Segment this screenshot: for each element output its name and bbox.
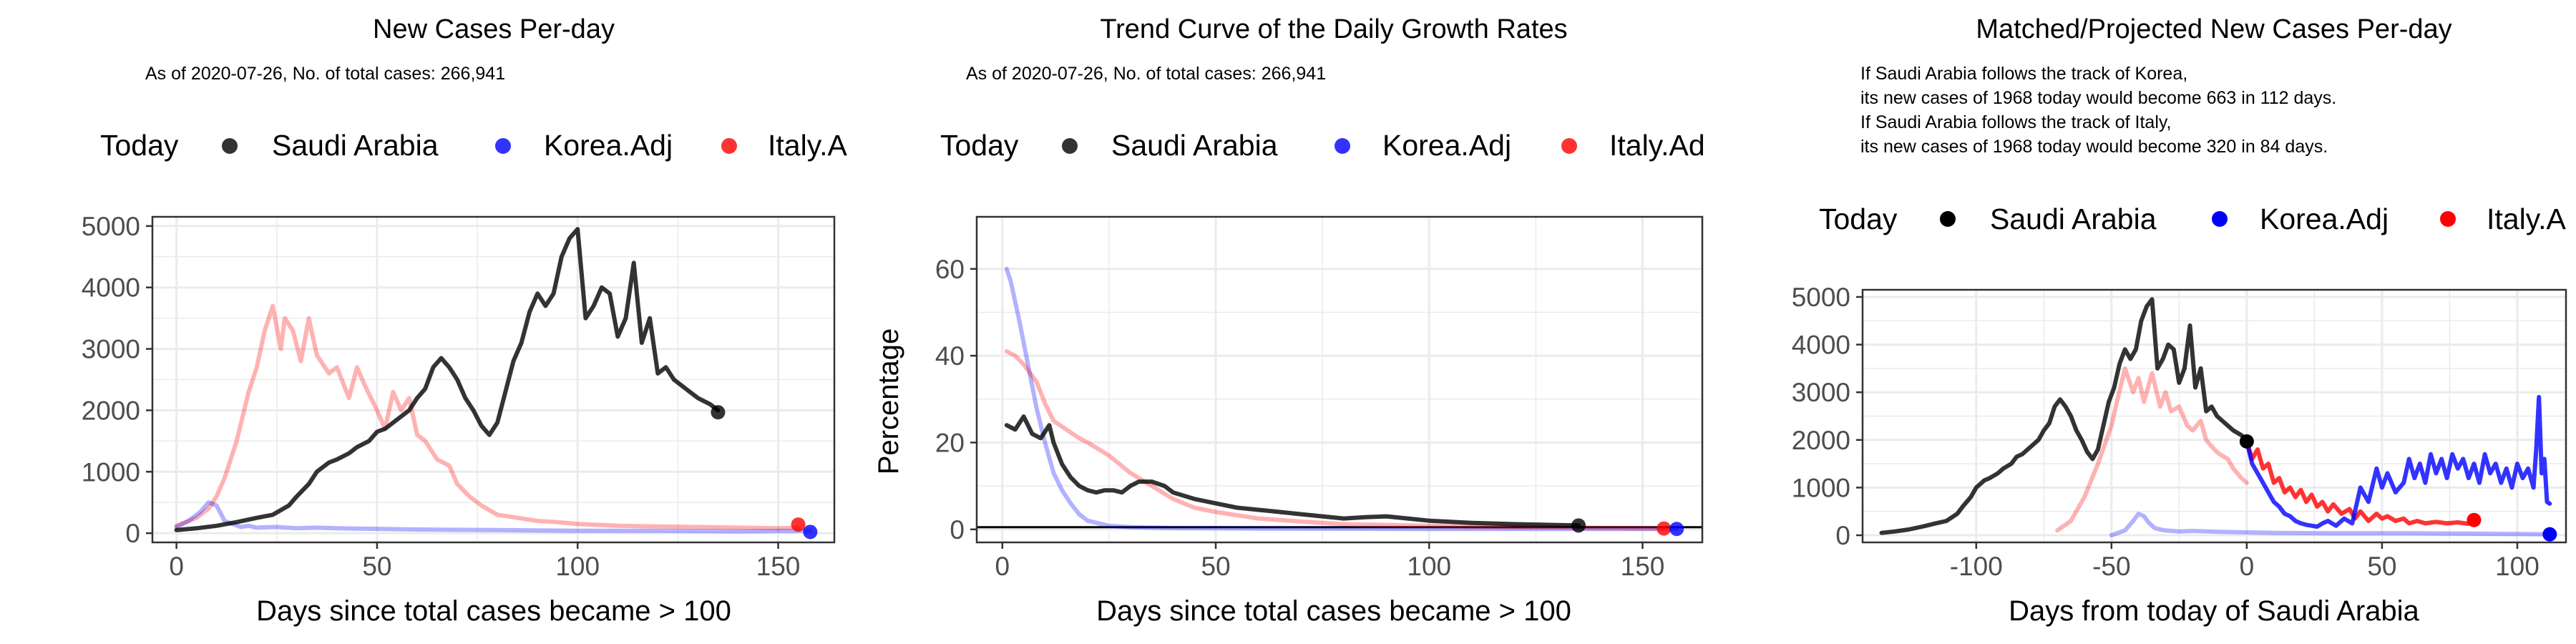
panel-border [975, 215, 1704, 544]
projection-note: If Saudi Arabia follows the track of Ita… [1860, 112, 2171, 132]
panel-new-cases: New Cases Per-day As of 2020-07-26, No. … [82, 14, 848, 627]
legend-key-saudi-arabia [222, 138, 238, 154]
series-line-korea-adj [174, 500, 813, 534]
x-tick-label: -100 [1950, 552, 2003, 581]
legend-today-label: Today [1819, 203, 1898, 235]
plot-area: 0 50 100 150 0 1000 2000 3000 4000 5000 [82, 212, 836, 581]
x-tick-label: -50 [2092, 552, 2130, 581]
today-point-saudi-arabia [2239, 434, 2254, 449]
y-tick-label: 2000 [82, 396, 140, 425]
legend-key-korea-adj [2212, 211, 2228, 227]
y-tick-label: 40 [935, 341, 965, 371]
legend-key-korea-adj [1335, 138, 1350, 154]
x-tick-label: 0 [2240, 552, 2255, 581]
x-tick-label: 50 [362, 552, 391, 581]
y-tick-label: 60 [935, 255, 965, 284]
chart-title: Matched/Projected New Cases Per-day [1976, 14, 2451, 44]
chart-subtitle: As of 2020-07-26, No. of total cases: 26… [966, 64, 1326, 84]
legend-key-italy [721, 138, 737, 154]
legend-entry-korea-adj: Korea.Adj [1382, 129, 1511, 162]
y-tick-label: 3000 [1792, 378, 1850, 407]
today-point-saudi-arabia [1571, 518, 1586, 533]
series-line-italy-a [174, 303, 801, 531]
legend-key-saudi-arabia [1940, 211, 1956, 227]
legend: Today Saudi Arabia Korea.Adj Italy.A [100, 129, 848, 162]
y-tick-label: 0 [1835, 521, 1850, 550]
series-line-korea-adj-matched-past [2109, 512, 2552, 537]
y-tick-label: 2000 [1792, 426, 1850, 455]
today-point-korea-adj [2542, 527, 2557, 542]
plot-background [977, 217, 1702, 542]
y-tick-label: 5000 [1792, 283, 1850, 312]
projection-note: If Saudi Arabia follows the track of Kor… [1860, 64, 2187, 84]
panel-border [1861, 288, 2567, 544]
x-tick-label: 100 [555, 552, 600, 581]
y-tick-label: 1000 [82, 457, 140, 487]
x-tick-label: 0 [995, 552, 1010, 581]
legend: Today Saudi Arabia Korea.Adj Italy.A [1819, 203, 2567, 235]
projection-note: its new cases of 1968 today would become… [1860, 88, 2336, 108]
series-line-italy-a-projected [2244, 439, 2477, 526]
today-point-italy-ad [1657, 521, 1672, 536]
y-tick-label: 3000 [82, 335, 140, 364]
chart-title: New Cases Per-day [373, 14, 615, 44]
x-tick-label: 0 [169, 552, 184, 581]
x-tick-label: 150 [756, 552, 801, 581]
x-tick-label: 50 [1201, 552, 1230, 581]
legend-entry-korea-adj: Korea.Adj [544, 129, 673, 162]
y-tick-label: 1000 [1792, 473, 1850, 502]
legend-entry-italy: Italy.Ad [1609, 129, 1705, 162]
series-line-korea-adj [1004, 266, 1679, 532]
y-tick-label: 4000 [82, 273, 140, 303]
legend: Today Saudi Arabia Korea.Adj Italy.Ad [940, 129, 1705, 162]
x-axis-title: Days since total cases became > 100 [256, 595, 731, 627]
today-point-korea-adj [1669, 522, 1684, 537]
panel-border [151, 215, 836, 544]
series-line-italy-a-matched-past [2055, 366, 2249, 533]
series-line-italy-ad [1004, 349, 1667, 531]
today-point-korea-adj [803, 525, 818, 540]
y-tick-label: 0 [950, 515, 965, 545]
today-point-italy-a [791, 517, 806, 532]
panel-growth-rates: Trend Curve of the Daily Growth Rates As… [873, 14, 1705, 627]
legend-entry-saudi-arabia: Saudi Arabia [1111, 129, 1278, 162]
y-tick-label: 5000 [82, 212, 140, 241]
today-point-saudi-arabia [711, 405, 726, 420]
x-tick-label: 150 [1621, 552, 1665, 581]
legend-entry-italy: Italy.A [768, 129, 848, 162]
legend-entry-korea-adj: Korea.Adj [2260, 203, 2389, 235]
y-axis-title: Percentage [873, 328, 904, 475]
x-axis-title: Days since total cases became > 100 [1096, 595, 1571, 627]
legend-key-korea-adj [495, 138, 511, 154]
legend-entry-saudi-arabia: Saudi Arabia [272, 129, 439, 162]
series-line-saudi-arabia [1879, 297, 2249, 535]
chart-subtitle: As of 2020-07-26, No. of total cases: 26… [145, 64, 505, 84]
y-tick-label: 20 [935, 428, 965, 457]
legend-key-saudi-arabia [1062, 138, 1078, 154]
legend-today-label: Today [100, 129, 179, 162]
series-line-korea-adj-projected [2244, 394, 2552, 529]
legend-key-italy [2440, 211, 2456, 227]
x-tick-label: 50 [2367, 552, 2396, 581]
x-axis-title: Days from today of Saudi Arabia [2009, 595, 2419, 627]
chart-title: Trend Curve of the Daily Growth Rates [1100, 14, 1567, 44]
y-tick-label: 4000 [1792, 331, 1850, 360]
legend-entry-saudi-arabia: Saudi Arabia [1990, 203, 2157, 235]
projection-notes: If Saudi Arabia follows the track of Kor… [1860, 64, 2336, 157]
projection-note: its new cases of 1968 today would become… [1860, 137, 2328, 157]
y-tick-label: 0 [125, 519, 140, 548]
panel-projected-cases: Matched/Projected New Cases Per-day If S… [1792, 14, 2567, 627]
today-point-italy-a [2467, 512, 2482, 527]
plot-area: 0 50 100 150 0 20 40 60 [935, 215, 1704, 581]
x-tick-label: 100 [1407, 552, 1451, 581]
legend-today-label: Today [940, 129, 1019, 162]
series-line-saudi-arabia [174, 227, 721, 532]
legend-key-italy [1561, 138, 1577, 154]
x-tick-label: 100 [2495, 552, 2540, 581]
series-line-saudi-arabia [1004, 414, 1581, 528]
legend-entry-italy: Italy.A [2487, 203, 2567, 235]
